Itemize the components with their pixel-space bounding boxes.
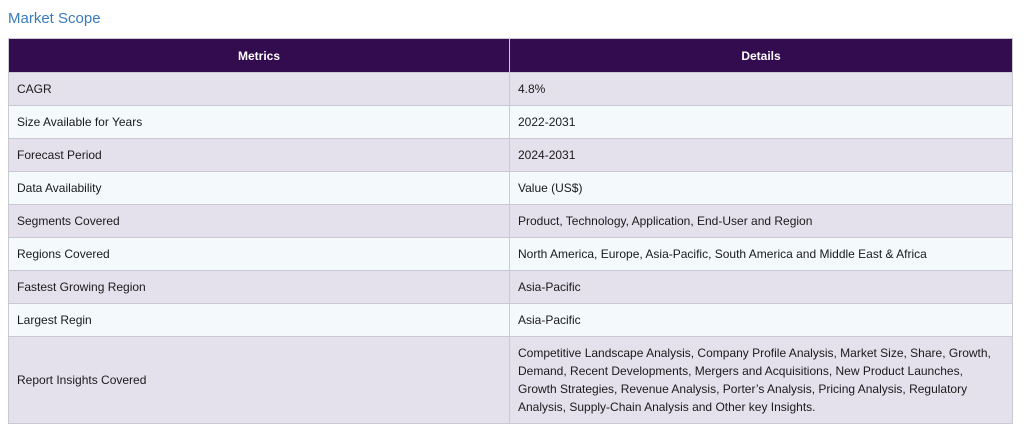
detail-cell: Asia-Pacific <box>509 303 1013 337</box>
table-row: CAGR 4.8% <box>8 72 1013 106</box>
detail-cell: Asia-Pacific <box>509 270 1013 304</box>
metric-cell: Fastest Growing Region <box>8 270 510 304</box>
metric-cell: Regions Covered <box>8 237 510 271</box>
detail-cell: 2022-2031 <box>509 105 1013 139</box>
section-title: Market Scope <box>8 10 101 27</box>
metric-cell: CAGR <box>8 72 510 106</box>
detail-cell: Product, Technology, Application, End-Us… <box>509 204 1013 238</box>
metric-cell: Largest Regin <box>8 303 510 337</box>
table-row: Forecast Period 2024-2031 <box>8 138 1013 172</box>
table-row: Largest Regin Asia-Pacific <box>8 303 1013 337</box>
detail-cell: Competitive Landscape Analysis, Company … <box>509 336 1013 424</box>
metric-cell: Report Insights Covered <box>8 336 510 424</box>
header-details: Details <box>509 38 1013 73</box>
market-scope-table: Metrics Details CAGR 4.8% Size Available… <box>8 38 1013 424</box>
detail-cell: 4.8% <box>509 72 1013 106</box>
table-row: Fastest Growing Region Asia-Pacific <box>8 270 1013 304</box>
table-row: Segments Covered Product, Technology, Ap… <box>8 204 1013 238</box>
table-row: Data Availability Value (US$) <box>8 171 1013 205</box>
table-row: Size Available for Years 2022-2031 <box>8 105 1013 139</box>
header-metrics: Metrics <box>8 38 510 73</box>
metric-cell: Data Availability <box>8 171 510 205</box>
table-row: Report Insights Covered Competitive Land… <box>8 336 1013 424</box>
metric-cell: Size Available for Years <box>8 105 510 139</box>
table-row: Regions Covered North America, Europe, A… <box>8 237 1013 271</box>
metric-cell: Forecast Period <box>8 138 510 172</box>
metric-cell: Segments Covered <box>8 204 510 238</box>
detail-cell: 2024-2031 <box>509 138 1013 172</box>
detail-cell: Value (US$) <box>509 171 1013 205</box>
detail-cell: North America, Europe, Asia-Pacific, Sou… <box>509 237 1013 271</box>
table-header-row: Metrics Details <box>8 38 1013 73</box>
